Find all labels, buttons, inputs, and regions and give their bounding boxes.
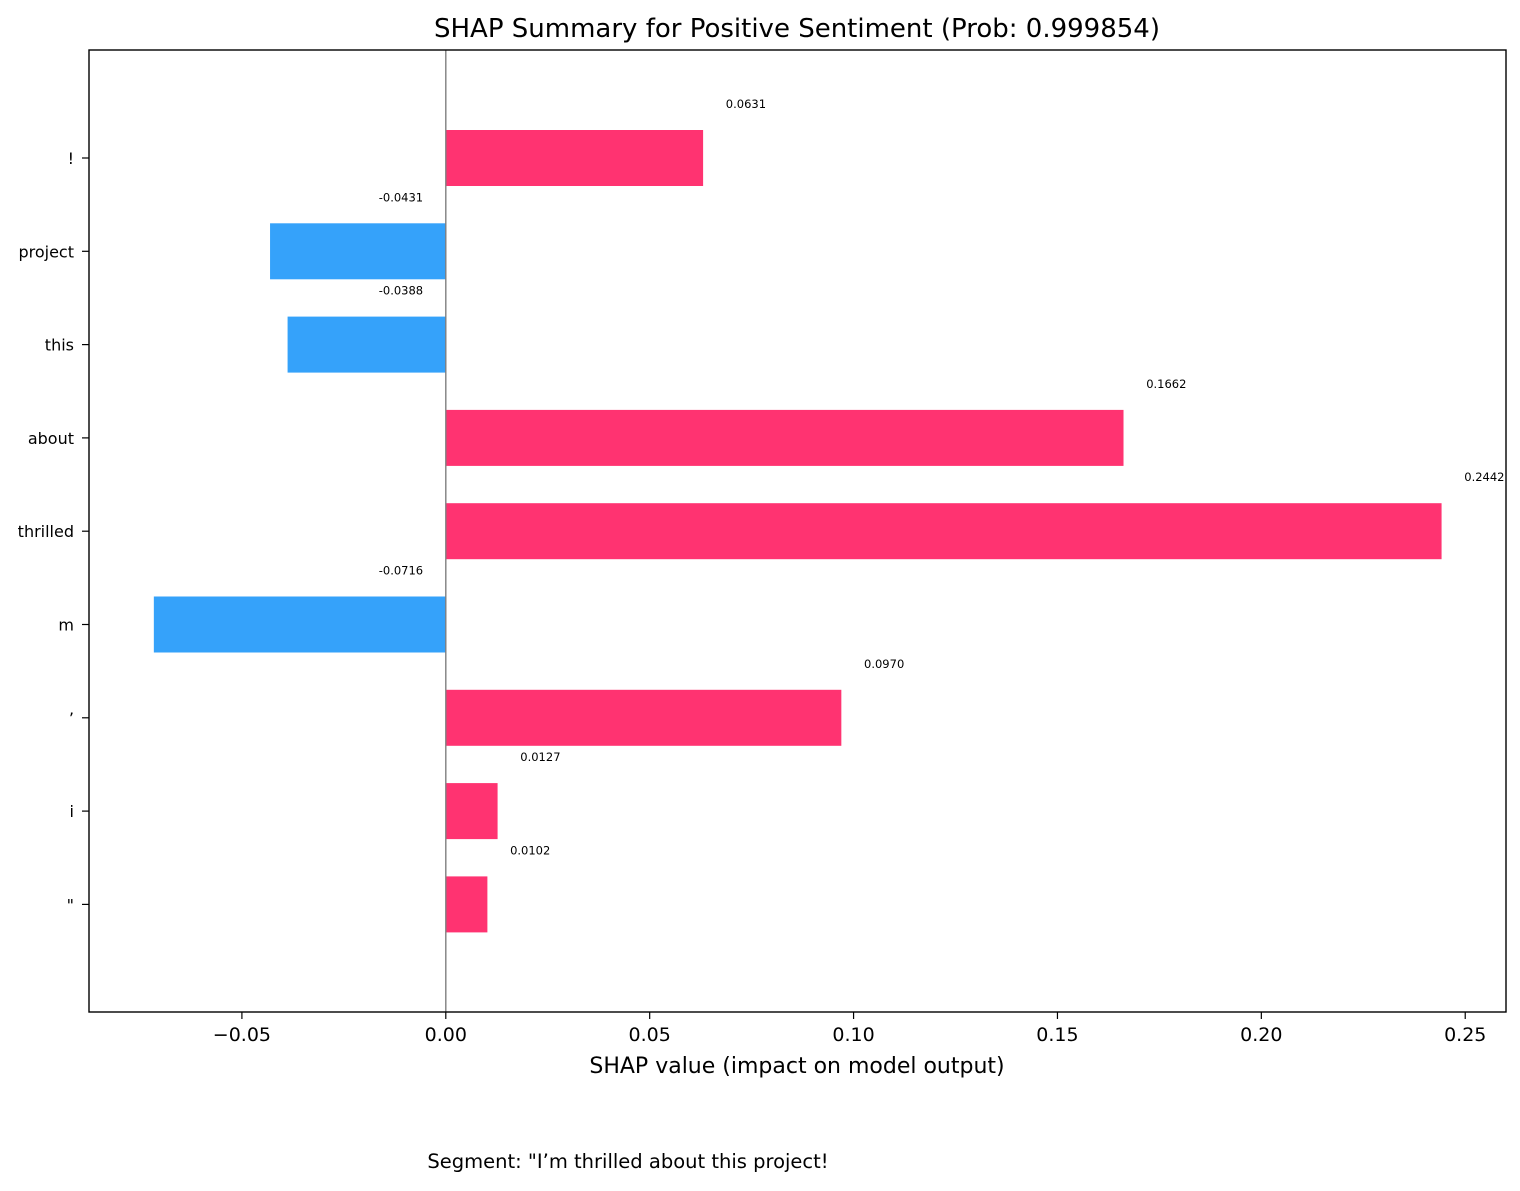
- x-tick-label-3: 0.10: [832, 1024, 874, 1046]
- bar-4: [445, 503, 1442, 560]
- segment-caption: Segment: "I’m thrilled about this projec…: [427, 1150, 828, 1173]
- data-label-3: 0.1662: [1146, 377, 1186, 391]
- data-label-2: -0.0388: [379, 284, 423, 298]
- data-label-1: -0.0431: [379, 190, 423, 204]
- bar-7: [445, 783, 498, 840]
- x-tick-label-5: 0.20: [1240, 1024, 1282, 1046]
- x-tick-label-2: 0.05: [629, 1024, 671, 1046]
- bar-2: [287, 316, 446, 373]
- y-tick-label-5: m: [58, 616, 74, 635]
- y-tick-label-8: ": [67, 895, 74, 914]
- y-tick-label-3: about: [28, 429, 74, 448]
- data-label-0: 0.0631: [726, 97, 766, 111]
- x-tick-label-4: 0.15: [1036, 1024, 1078, 1046]
- y-tick-label-0: !: [68, 149, 74, 168]
- plot-area: 0.0631 -0.0431 -0.0388 0.1662 0.2442 -0.0716 0…: [18, 49, 1507, 1046]
- y-tick-label-1: project: [18, 242, 74, 261]
- data-label-8: 0.0102: [510, 843, 550, 857]
- bar-1: [270, 223, 446, 280]
- bar-6: [445, 689, 842, 746]
- data-label-6: 0.0970: [864, 657, 904, 671]
- x-tick-label-0: −0.05: [213, 1024, 271, 1046]
- y-tick-label-7: i: [70, 802, 74, 821]
- bar-3: [445, 409, 1124, 466]
- x-tick-label-6: 0.25: [1444, 1024, 1486, 1046]
- y-tick-label-2: this: [45, 336, 74, 355]
- x-tick-label-1: 0.00: [425, 1024, 467, 1046]
- data-label-7: 0.0127: [520, 750, 560, 764]
- chart-title: SHAP Summary for Positive Sentiment (Pro…: [434, 14, 1160, 44]
- bar-8: [445, 876, 488, 933]
- bar-0: [445, 130, 704, 186]
- data-label-5: -0.0716: [379, 564, 423, 578]
- data-label-4: 0.2442: [1464, 470, 1504, 484]
- x-axis-label: SHAP value (impact on model output): [589, 1054, 1004, 1079]
- y-tick-label-4: thrilled: [18, 522, 74, 541]
- bar-5: [153, 596, 446, 653]
- y-tick-label-6: ’: [69, 709, 74, 728]
